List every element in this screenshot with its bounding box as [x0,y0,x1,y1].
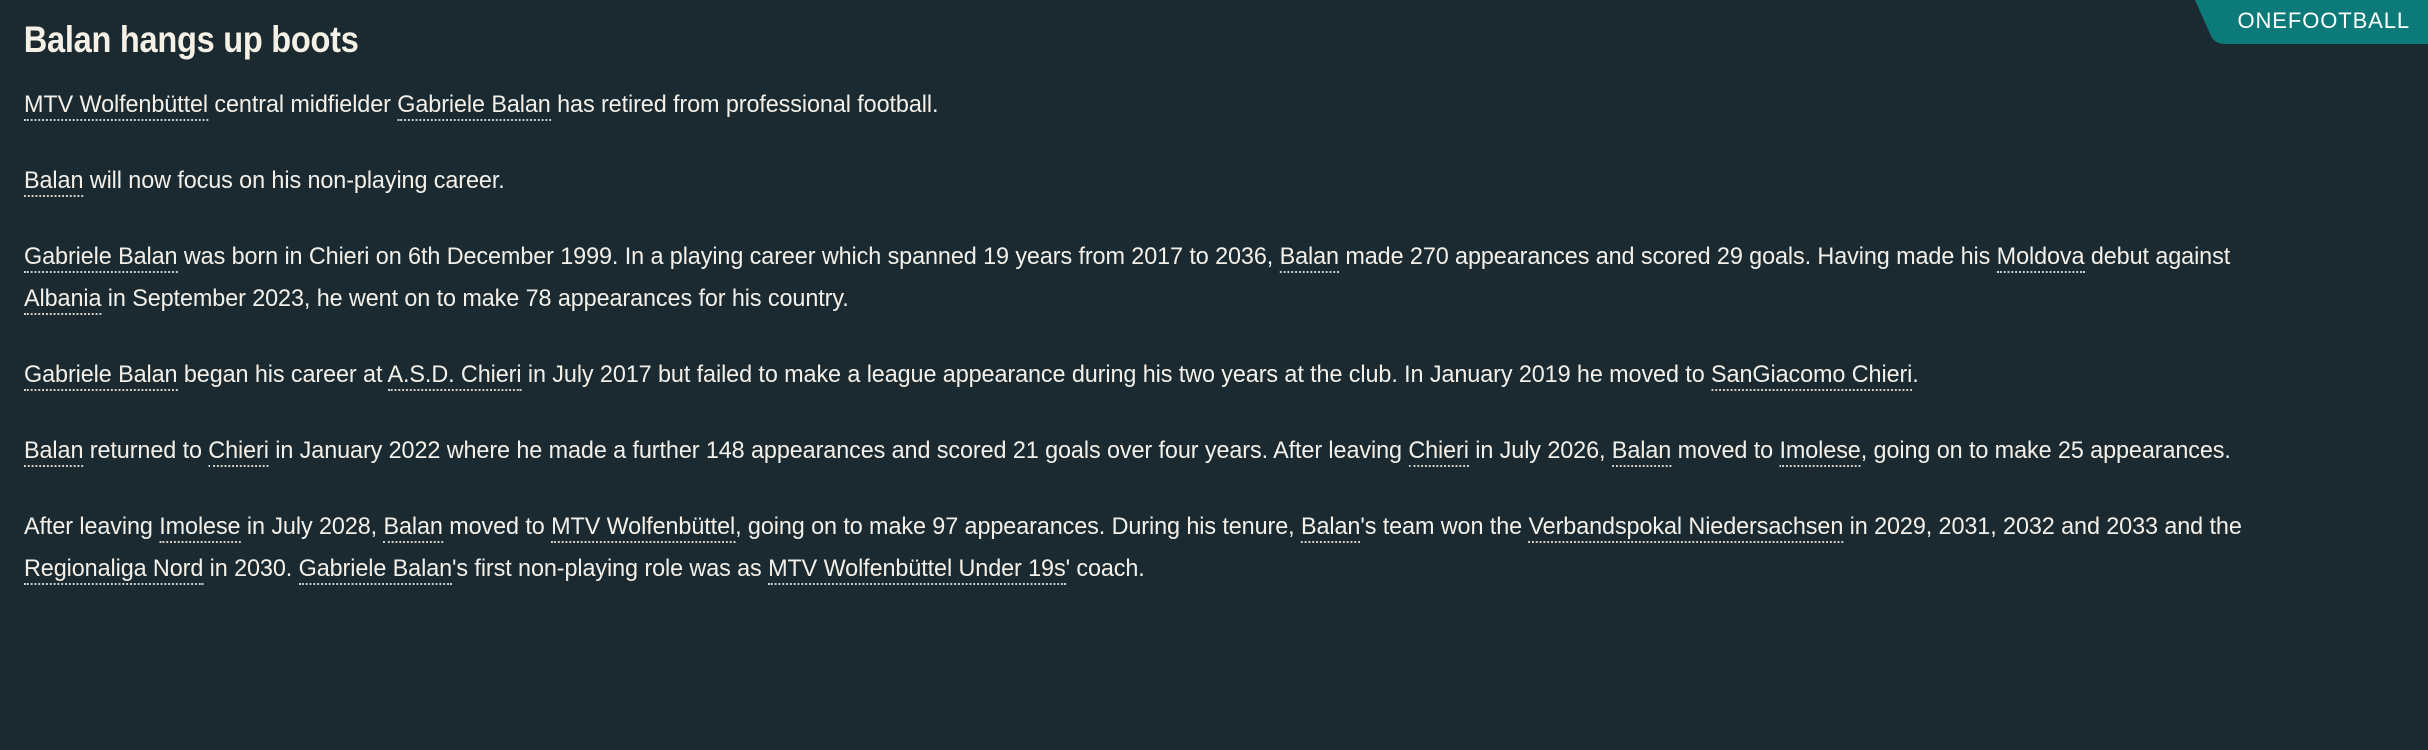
entity-link[interactable]: MTV Wolfenbüttel Under 19s [768,555,1066,585]
entity-link[interactable]: A.S.D. Chieri [387,361,522,391]
entity-link[interactable]: Balan [1279,243,1339,273]
text-run: moved to [442,513,552,540]
paragraph-4: Gabriele Balan began his career at A.S.D… [24,354,2299,396]
text-run: made 270 appearances and scored 29 goals… [1338,243,1997,270]
text-run: After leaving [24,513,160,540]
page-title: Balan hangs up boots [23,19,359,60]
text-run: began his career at [177,361,388,388]
entity-link[interactable]: Verbandspokal Niedersachsen [1528,513,1843,543]
text-run: central midfielder [208,91,398,118]
entity-link[interactable]: Gabriele Balan [397,91,551,121]
paragraph-6: After leaving Imolese in July 2028, Bala… [24,506,2299,590]
text-run: moved to [1671,437,1780,464]
text-run: 's first non-playing role was as [452,555,769,582]
entity-link[interactable]: Chieri [208,437,269,467]
text-run: in September 2023, he went on to make 78… [101,285,849,312]
entity-link[interactable]: Moldova [1996,243,2085,273]
text-run: was born in Chieri on 6th December 1999.… [177,243,1280,270]
brand-label: ONEFOOTBALL [2237,8,2410,33]
paragraph-1: MTV Wolfenbüttel central midfielder Gabr… [24,84,2299,126]
entity-link[interactable]: Imolese [1779,437,1861,467]
onefootball-brand-badge[interactable]: ONEFOOTBALL [2133,0,2428,44]
entity-link[interactable]: MTV Wolfenbüttel [551,513,735,543]
entity-link[interactable]: Balan [24,437,83,467]
entity-link[interactable]: Imolese [159,513,241,543]
text-run: in July 2017 but failed to make a league… [521,361,1712,388]
entity-link[interactable]: Balan [24,167,83,197]
entity-link[interactable]: Balan [1300,513,1360,543]
entity-link[interactable]: Balan [383,513,443,543]
entity-link[interactable]: Chieri [1408,437,1469,467]
entity-link[interactable]: Balan [1611,437,1671,467]
text-run: in July 2026, [1468,437,1612,464]
paragraph-5: Balan returned to Chieri in January 2022… [24,430,2299,472]
entity-link[interactable]: SanGiacomo Chieri [1711,361,1912,391]
article-body: MTV Wolfenbüttel central midfielder Gabr… [22,84,2406,590]
brand-badge-shape [2195,0,2428,44]
text-run: in January 2022 where he made a further … [268,437,1409,464]
text-run: in July 2028, [240,513,384,540]
text-run: in 2029, 2031, 2032 and 2033 and the [1843,513,2242,540]
entity-link[interactable]: MTV Wolfenbüttel [24,91,208,121]
entity-link[interactable]: Regionaliga Nord [24,555,203,585]
text-run: 's team won the [1360,513,1529,540]
text-run: debut against [2084,243,2231,270]
text-run: in 2030. [203,555,299,582]
text-run: . [1912,361,1919,388]
text-run: , going on to make 25 appearances. [1860,437,2231,464]
text-run: returned to [83,437,209,464]
entity-link[interactable]: Gabriele Balan [298,555,452,585]
paragraph-3: Gabriele Balan was born in Chieri on 6th… [24,236,2299,320]
text-run: will now focus on his non-playing career… [83,167,505,194]
text-run: ' coach. [1065,555,1145,582]
text-run: has retired from professional football. [550,91,939,118]
paragraph-2: Balan will now focus on his non-playing … [24,160,2299,202]
entity-link[interactable]: Albania [24,285,101,315]
entity-link[interactable]: Gabriele Balan [24,361,178,391]
entity-link[interactable]: Gabriele Balan [24,243,178,273]
text-run: , going on to make 97 appearances. Durin… [735,513,1301,540]
